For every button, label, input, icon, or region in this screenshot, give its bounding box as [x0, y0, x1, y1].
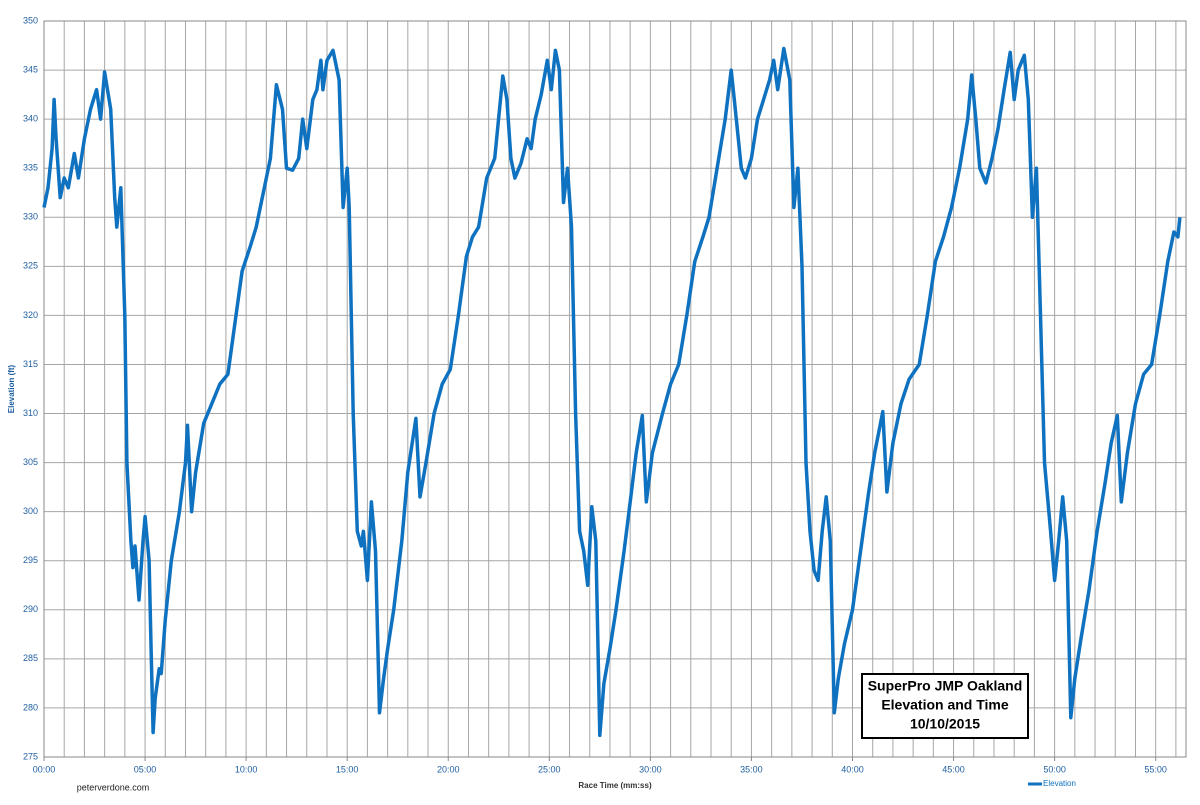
x-tick-label: 40:00 — [841, 764, 864, 774]
y-tick-label: 325 — [23, 261, 38, 271]
y-tick-label: 275 — [23, 751, 38, 761]
x-tick-label: 00:00 — [33, 764, 56, 774]
y-tick-label: 290 — [23, 604, 38, 614]
y-axis-label: Elevation (ft) — [7, 364, 16, 413]
marks — [42, 46, 1182, 738]
y-tick-label: 320 — [23, 310, 38, 320]
y-tick-label: 305 — [23, 457, 38, 467]
y-tick-label: 330 — [23, 212, 38, 222]
annotation-line: Elevation and Time — [881, 697, 1009, 713]
annotation-line: SuperPro JMP Oakland — [868, 678, 1023, 694]
y-tick-label: 350 — [23, 15, 38, 25]
credit: peterverdone.com — [77, 782, 150, 792]
y-tick-label: 280 — [23, 702, 38, 712]
y-tick-label: 340 — [23, 114, 38, 124]
x-tick-label: 55:00 — [1144, 764, 1167, 774]
y-tick-label: 335 — [23, 163, 38, 173]
plot-frame — [43, 20, 1187, 758]
x-axis-label: Race Time (mm:ss) — [578, 781, 652, 790]
annotation-box: SuperPro JMP Oakland Elevation and Time … — [861, 673, 1029, 739]
annotation-line: 10/10/2015 — [910, 716, 980, 732]
x-tick-label: 45:00 — [942, 764, 965, 774]
y-tick-label: 295 — [23, 555, 38, 565]
x-tick-label: 20:00 — [437, 764, 460, 774]
elevation-line — [42, 46, 1182, 738]
annotation-frame — [861, 673, 1029, 739]
legend-label: Elevation — [1043, 779, 1076, 788]
y-tick-label: 310 — [23, 408, 38, 418]
x-tick-label: 15:00 — [336, 764, 359, 774]
y-tick-label: 300 — [23, 506, 38, 516]
y-tick-label: 285 — [23, 653, 38, 663]
x-tick-label: 50:00 — [1043, 764, 1066, 774]
x-tick-label: 05:00 — [134, 764, 157, 774]
y-tick-label: 345 — [23, 64, 38, 74]
x-tick-label: 30:00 — [639, 764, 662, 774]
x-tick-label: 25:00 — [538, 764, 561, 774]
x-tick-label: 35:00 — [740, 764, 763, 774]
x-tick-label: 10:00 — [235, 764, 258, 774]
y-tick-label: 315 — [23, 359, 38, 369]
